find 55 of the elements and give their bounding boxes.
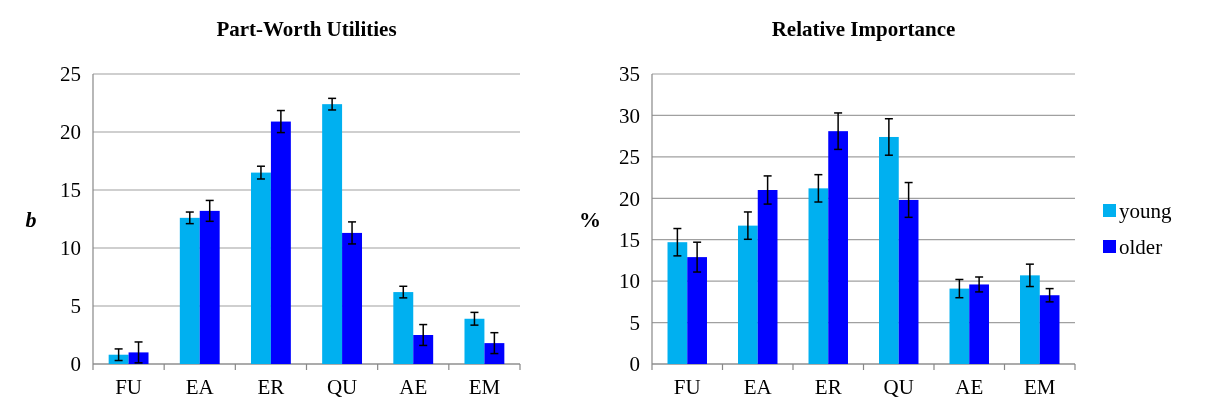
- y-tick-label: 10: [619, 269, 640, 294]
- bar: [949, 288, 970, 364]
- y-tick-label: 15: [60, 178, 81, 203]
- chart-title: Part-Worth Utilities: [216, 17, 397, 41]
- bar: [1020, 275, 1040, 364]
- x-tick-label: AE: [399, 375, 428, 399]
- bar: [667, 242, 688, 364]
- x-tick-label: AE: [955, 375, 984, 399]
- y-tick-label: 35: [619, 62, 640, 87]
- bar: [484, 343, 505, 364]
- y-tick-label: 25: [619, 145, 640, 170]
- y-tick-label: 30: [619, 103, 640, 128]
- bar: [199, 210, 220, 364]
- y-tick-label: 15: [619, 228, 640, 253]
- bar: [969, 284, 989, 364]
- y-tick-label: 0: [629, 352, 640, 377]
- x-tick-label: FU: [673, 375, 701, 399]
- y-tick-label: 20: [619, 186, 640, 211]
- bar: [322, 104, 343, 364]
- bar: [108, 354, 129, 364]
- y-tick-label: 25: [60, 62, 81, 87]
- bar: [342, 232, 363, 364]
- bar: [898, 199, 919, 364]
- y-tick-label: 5: [629, 310, 640, 335]
- bar: [738, 225, 758, 364]
- x-tick-label: ER: [814, 375, 842, 399]
- bar: [757, 190, 778, 364]
- x-tick-label: EA: [743, 375, 773, 399]
- legend-label: older: [1119, 235, 1163, 260]
- x-tick-label: QU: [883, 375, 914, 399]
- y-axis-title: b: [25, 206, 37, 232]
- bar: [879, 136, 899, 364]
- bar: [413, 335, 434, 364]
- bar: [464, 318, 485, 364]
- bar: [179, 217, 200, 364]
- bar: [828, 131, 848, 364]
- x-tick-label: QU: [326, 375, 358, 399]
- y-tick-label: 10: [60, 236, 81, 261]
- bar: [808, 188, 829, 364]
- x-tick-label: EM: [1024, 375, 1056, 399]
- legend-label: young: [1119, 199, 1172, 224]
- bar: [270, 121, 291, 364]
- y-tick-label: 5: [70, 294, 81, 319]
- y-tick-label: 20: [60, 120, 81, 145]
- chart-title: Relative Importance: [771, 17, 956, 41]
- bar: [1039, 295, 1060, 364]
- x-tick-label: FU: [115, 375, 143, 399]
- y-tick-label: 0: [70, 352, 81, 377]
- x-tick-label: EM: [468, 375, 501, 399]
- x-tick-label: ER: [257, 375, 285, 399]
- y-axis-title: %: [579, 206, 601, 232]
- x-tick-label: EA: [185, 375, 215, 399]
- bar: [250, 172, 271, 364]
- bar: [687, 257, 707, 364]
- bar: [393, 292, 414, 364]
